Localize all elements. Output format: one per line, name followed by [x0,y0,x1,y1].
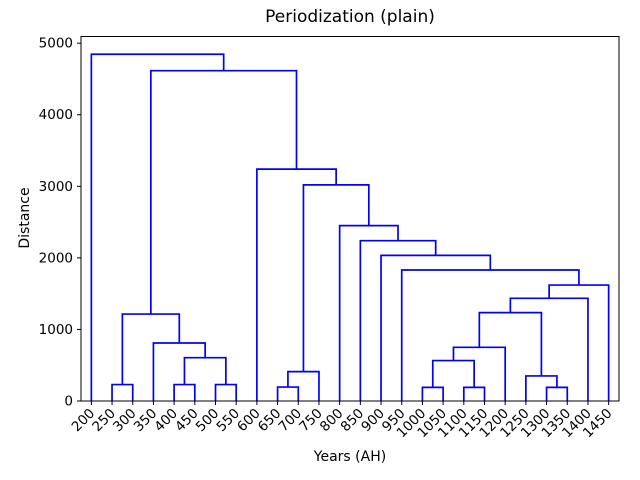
y-tick-label: 1000 [39,322,73,338]
y-tick-label: 4000 [39,107,73,123]
x-axis-label: Years (AH) [313,449,387,465]
chart-title: Periodization (plain) [265,7,435,27]
axes-frame [80,36,620,402]
y-tick-label: 5000 [39,36,73,52]
y-tick-label: 2000 [39,250,73,266]
y-tick-label: 3000 [39,179,73,195]
dendrogram-links [90,53,610,401]
y-tick-label: 0 [64,394,73,410]
